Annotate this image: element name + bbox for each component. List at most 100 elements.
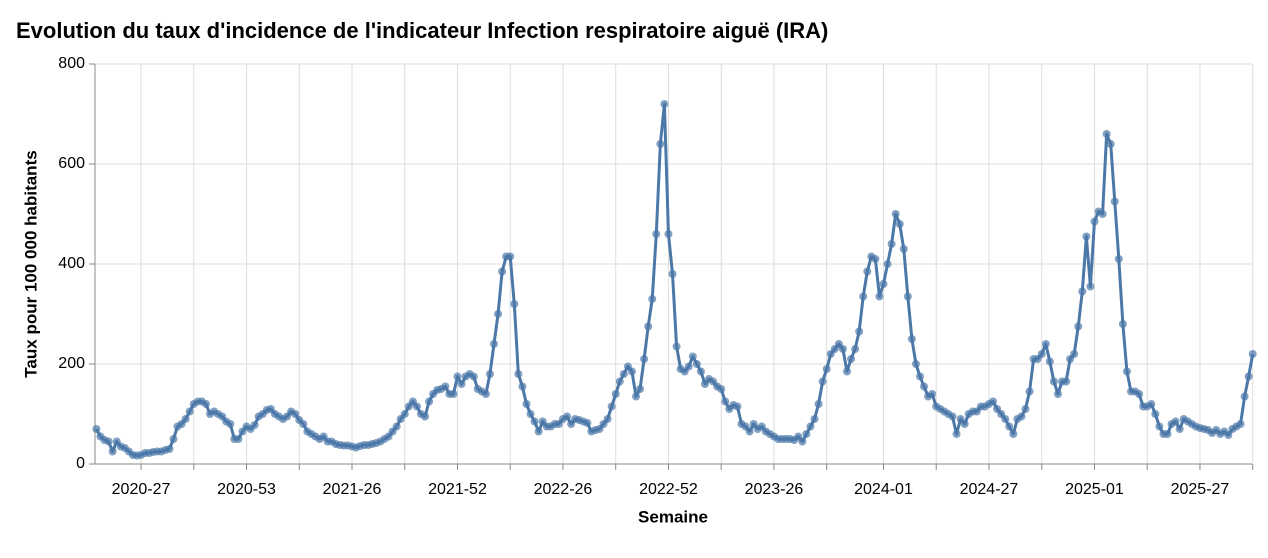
point bbox=[802, 430, 811, 438]
point bbox=[960, 420, 969, 428]
point bbox=[453, 372, 462, 381]
point bbox=[469, 372, 478, 381]
point bbox=[899, 245, 908, 253]
point bbox=[494, 310, 503, 318]
point bbox=[1122, 367, 1131, 376]
x-tick-label: 2021-26 bbox=[323, 481, 382, 498]
point bbox=[506, 252, 515, 261]
y-tick-label: 400 bbox=[58, 255, 85, 272]
point bbox=[1053, 390, 1062, 398]
x-tick-label: 2025-27 bbox=[1171, 481, 1230, 498]
point bbox=[672, 342, 681, 351]
point bbox=[392, 422, 401, 431]
point bbox=[181, 415, 190, 423]
y-tick-label: 200 bbox=[58, 355, 85, 372]
y-tick-label: 800 bbox=[58, 55, 85, 72]
point bbox=[668, 270, 677, 278]
x-tick-label: 2024-01 bbox=[854, 481, 913, 498]
point bbox=[615, 377, 624, 386]
point bbox=[104, 437, 113, 446]
point bbox=[498, 267, 507, 276]
point bbox=[510, 300, 519, 308]
point bbox=[895, 220, 904, 228]
point bbox=[660, 100, 669, 108]
point bbox=[903, 292, 912, 301]
point bbox=[838, 345, 847, 353]
point bbox=[652, 230, 661, 238]
point bbox=[627, 367, 636, 376]
point bbox=[611, 390, 620, 398]
point bbox=[1070, 350, 1079, 358]
point bbox=[108, 447, 117, 456]
point bbox=[1155, 422, 1164, 431]
point bbox=[920, 382, 929, 391]
point bbox=[226, 420, 235, 428]
point bbox=[603, 415, 612, 423]
x-tick-label: 2025-01 bbox=[1065, 481, 1124, 498]
point bbox=[1135, 390, 1144, 398]
point bbox=[1118, 320, 1127, 328]
point bbox=[696, 367, 705, 376]
point bbox=[165, 445, 174, 453]
point bbox=[1078, 287, 1087, 296]
point bbox=[1086, 282, 1095, 291]
point bbox=[457, 380, 466, 388]
point bbox=[1001, 415, 1010, 423]
point bbox=[1090, 217, 1099, 226]
point bbox=[1244, 372, 1253, 381]
point bbox=[907, 335, 916, 343]
point bbox=[1110, 197, 1119, 206]
point bbox=[441, 382, 450, 391]
point bbox=[1171, 417, 1180, 426]
point bbox=[875, 292, 884, 301]
point bbox=[656, 140, 665, 148]
point bbox=[648, 295, 657, 303]
point bbox=[1240, 392, 1249, 401]
point bbox=[1147, 400, 1156, 408]
chart-title: Evolution du taux d'incidence de l'indic… bbox=[16, 18, 828, 43]
point bbox=[814, 400, 823, 408]
y-tick-label: 600 bbox=[58, 155, 85, 172]
point bbox=[1021, 405, 1030, 413]
point bbox=[883, 260, 892, 268]
x-tick-label: 2021-52 bbox=[428, 481, 487, 498]
point bbox=[1049, 377, 1058, 386]
point bbox=[518, 382, 527, 391]
point bbox=[855, 327, 864, 336]
point bbox=[851, 345, 860, 353]
point bbox=[481, 390, 490, 398]
point bbox=[692, 360, 701, 368]
point bbox=[911, 360, 920, 368]
point bbox=[806, 422, 815, 431]
grid bbox=[95, 63, 1254, 465]
line bbox=[95, 102, 1255, 457]
y-axis-title: Taux pour 100 000 habitants bbox=[21, 150, 40, 377]
point bbox=[1114, 255, 1123, 263]
point bbox=[798, 437, 807, 446]
point bbox=[92, 425, 101, 433]
point bbox=[619, 370, 628, 378]
point bbox=[891, 210, 900, 218]
point bbox=[169, 435, 178, 443]
point bbox=[1102, 130, 1111, 138]
point bbox=[563, 412, 572, 421]
point bbox=[530, 417, 539, 426]
point bbox=[1175, 425, 1184, 433]
y-tick-label: 0 bbox=[76, 455, 85, 472]
point bbox=[1037, 350, 1046, 358]
point bbox=[847, 355, 856, 363]
point bbox=[1106, 140, 1115, 148]
point bbox=[644, 322, 653, 331]
point bbox=[822, 365, 831, 373]
point bbox=[534, 427, 543, 436]
point bbox=[664, 230, 673, 238]
point bbox=[859, 292, 868, 301]
point bbox=[1005, 422, 1014, 431]
point bbox=[640, 355, 649, 363]
point bbox=[1074, 322, 1083, 331]
x-tick-label: 2020-27 bbox=[112, 481, 171, 498]
x-axis-title: Semaine bbox=[638, 507, 708, 526]
point bbox=[1151, 410, 1160, 418]
point bbox=[632, 392, 641, 401]
point bbox=[490, 340, 499, 348]
